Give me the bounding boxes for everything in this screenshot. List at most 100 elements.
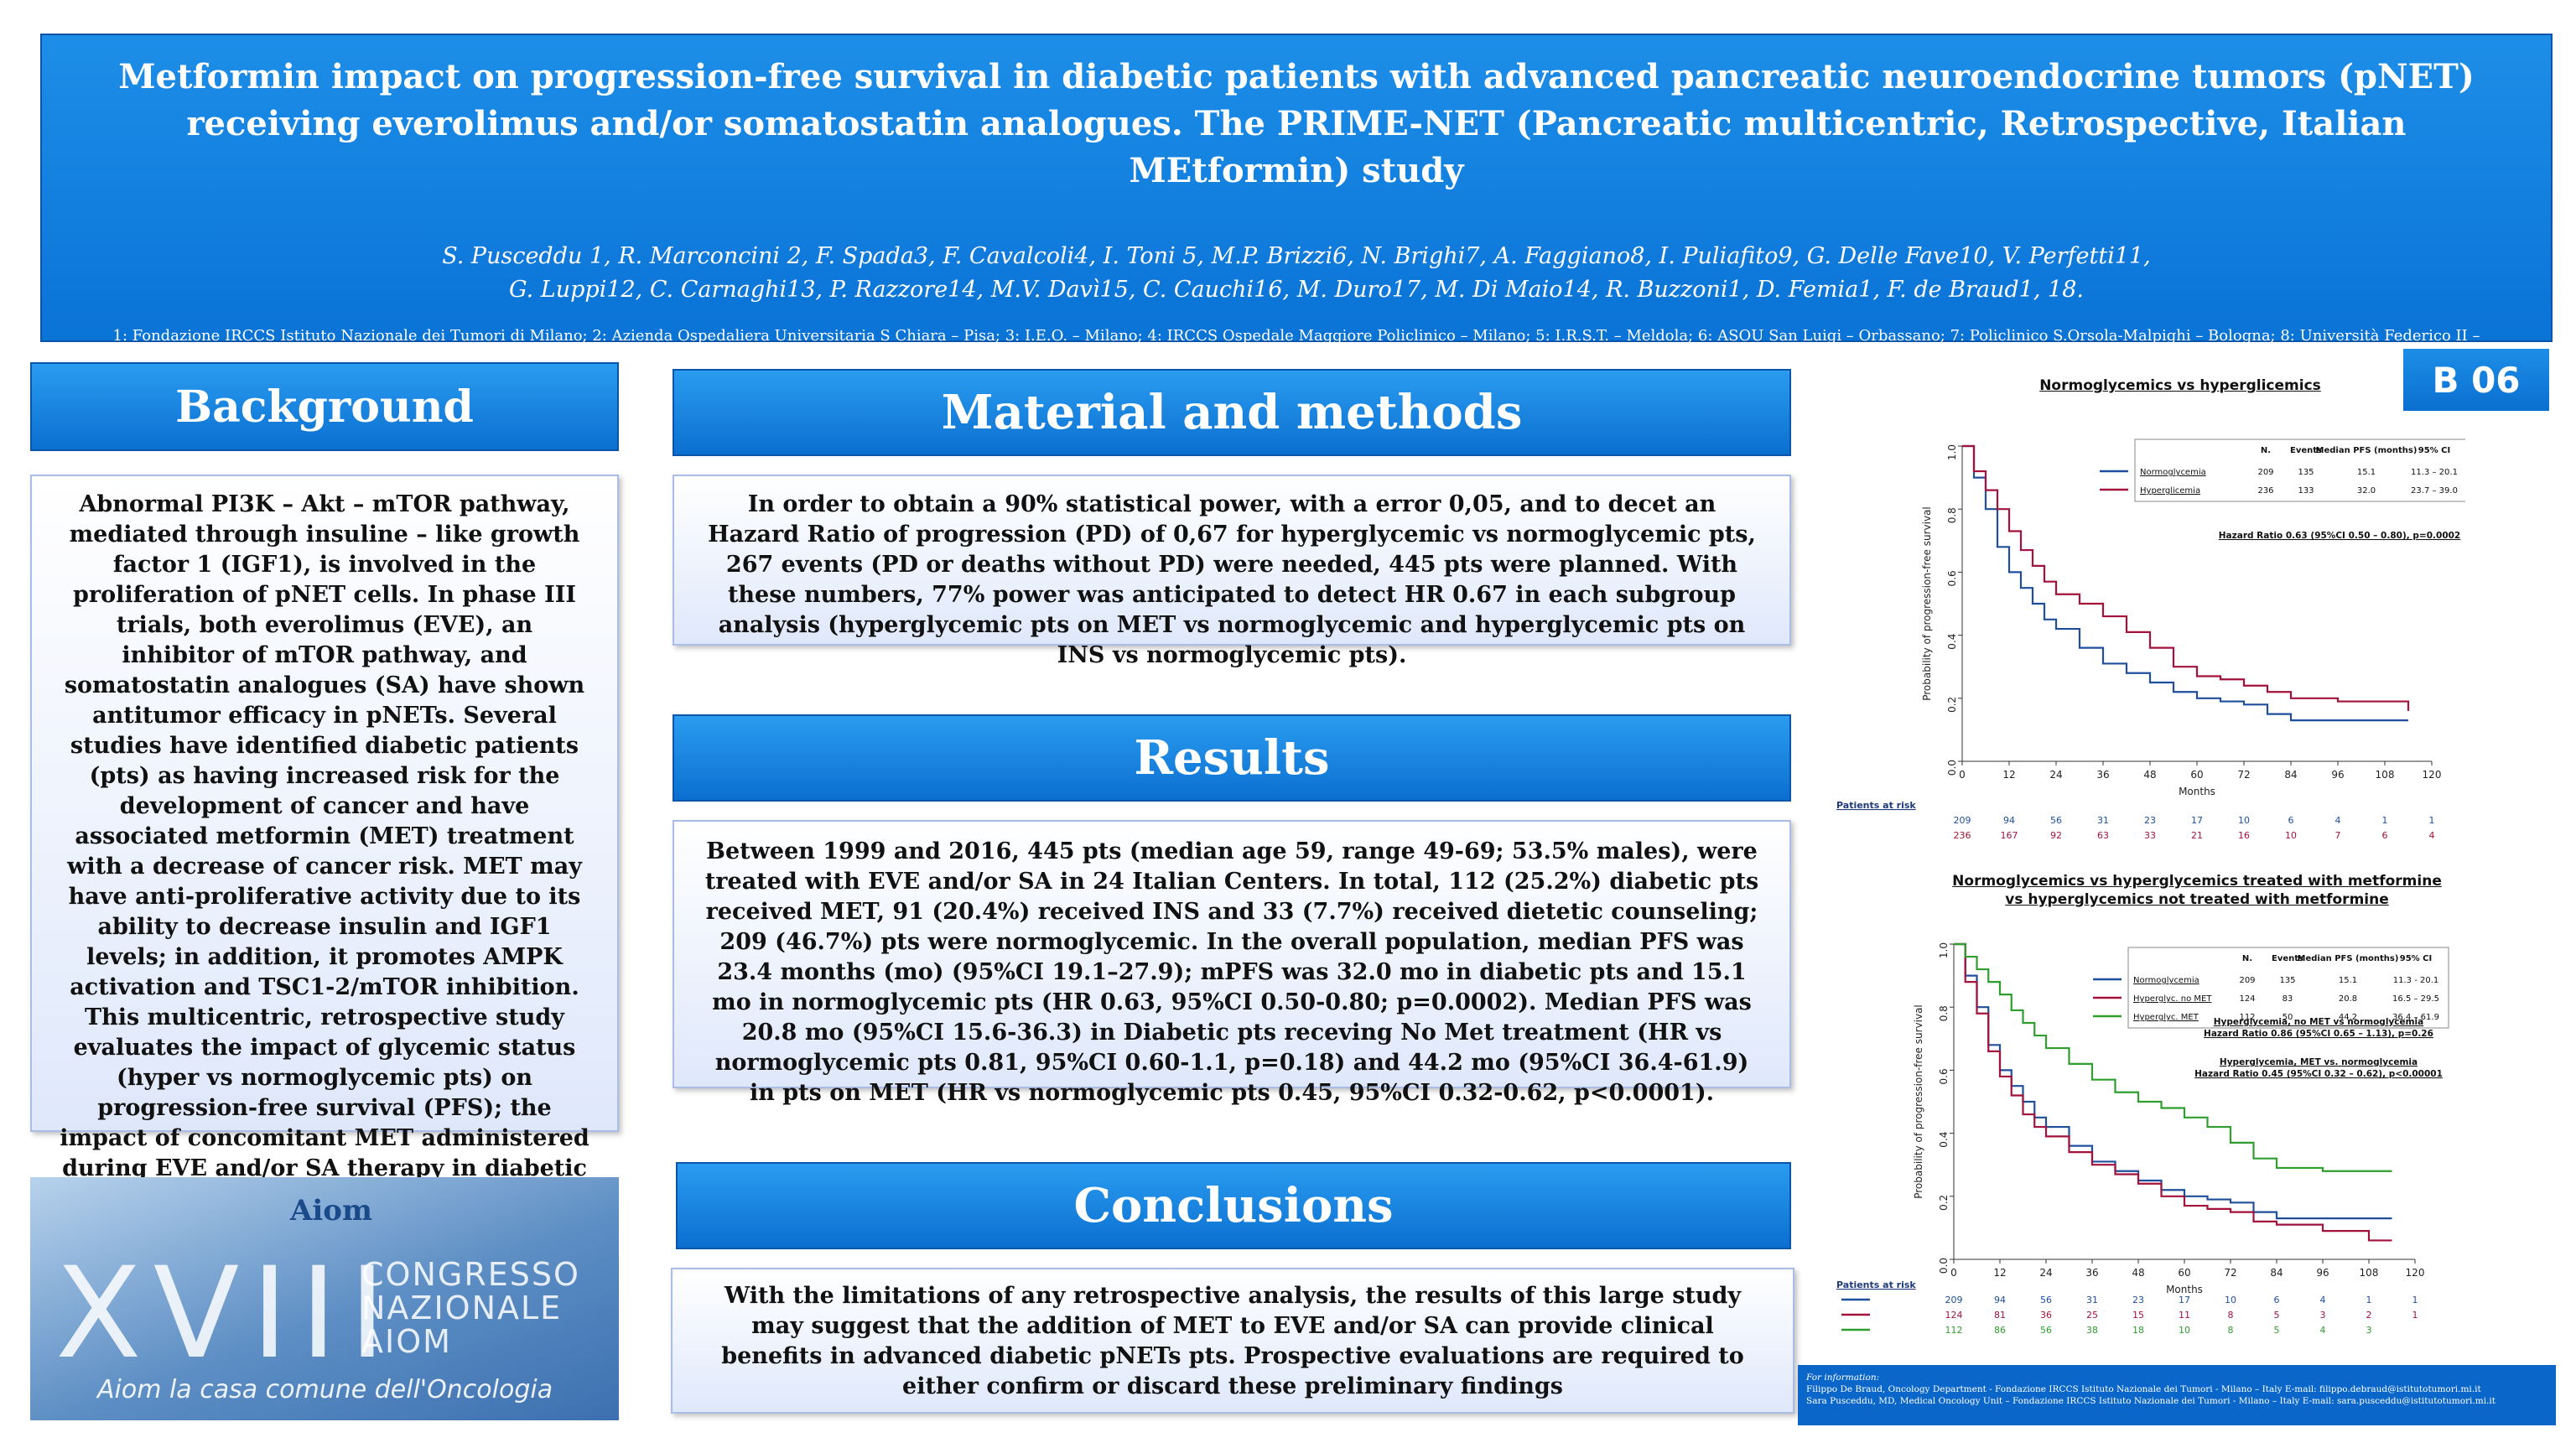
methods-heading: Material and methods [673,369,1791,456]
y-tick-label: 0.8 [1946,507,1958,523]
y-tick-label: 0.2 [1946,697,1958,713]
y-tick-label: 1.0 [1946,444,1958,460]
risk-count: 31 [2086,1295,2098,1305]
risk-count: 38 [2086,1325,2098,1336]
x-tick-label: 108 [2360,1267,2379,1279]
risk-count: 112 [1945,1325,1963,1336]
congress-line-3: AIOM [361,1323,452,1360]
table-cell: 16.5 – 29.5 [2392,994,2439,1004]
risk-count: 15 [2132,1310,2144,1321]
risk-count: 56 [2040,1295,2052,1305]
poster-title: Metformin impact on progression-free sur… [42,54,2551,195]
background-heading: Background [30,362,619,451]
risk-count: 2 [2366,1310,2372,1321]
x-tick-label: 12 [1993,1267,2006,1279]
risk-count: 10 [2285,830,2297,841]
risk-count: 8 [2228,1310,2234,1321]
risk-count: 23 [2144,815,2156,826]
chart2-title-line-1: Normoglycemics vs hyperglycemics treated… [1952,873,2442,890]
congress-line-2: NAZIONALE [361,1290,563,1326]
risk-count: 6 [2382,830,2388,841]
x-tick-label: 0 [1959,769,1966,781]
risk-count: 4 [2320,1295,2326,1305]
x-tick-label: 84 [2270,1267,2283,1279]
risk-count: 1 [2366,1295,2372,1305]
x-tick-label: 48 [2143,769,2156,781]
table-header: N. [2261,446,2271,455]
risk-count: 81 [1994,1310,2006,1321]
risk-count: 7 [2335,830,2341,841]
results-text: Between 1999 and 2016, 445 pts (median a… [673,820,1791,1106]
conclusions-text: With the limitations of any retrospectiv… [671,1268,1794,1414]
risk-count: 17 [2179,1295,2190,1305]
risk-count: 4 [2429,830,2435,841]
risk-count: 1 [2412,1310,2418,1321]
risk-count: 21 [2191,830,2203,841]
y-axis-label: Probability of progression-free survival [1913,1004,1924,1199]
table-cell: 135 [2298,468,2314,477]
y-axis-label: Probability of progression-free survival [1921,506,1933,701]
risk-count: 209 [1945,1295,1963,1305]
x-axis-label: Months [2179,786,2215,797]
km-curve-2 [1954,942,2392,1242]
risk-count: 6 [2288,815,2294,826]
risk-count: 25 [2086,1310,2098,1321]
table-cell: Normoglycemia [2133,976,2199,985]
table-cell: 32.0 [2357,486,2376,496]
y-tick-label: 0.0 [1938,1258,1950,1274]
y-tick-label: 0.8 [1938,1005,1950,1021]
table-cell: 15.1 [2339,976,2357,985]
x-tick-label: 0 [1950,1267,1957,1279]
authors-line-2: G. Luppi12, C. Carnaghi13, P. Razzore14,… [509,277,2084,303]
risk-label: Patients at risk [1836,800,1916,811]
x-tick-label: 48 [2132,1267,2144,1279]
risk-count: 11 [2179,1310,2190,1321]
congress-logo: Aiom XVIII CONGRESSO NAZIONALE AIOM Aiom… [30,1177,619,1420]
risk-count: 1 [2429,815,2435,826]
km-curve-1 [1962,444,2408,722]
results-heading: Results [673,714,1791,802]
methods-text: In order to obtain a 90% statistical pow… [673,475,1791,668]
x-tick-label: 36 [2096,769,2109,781]
risk-count: 94 [1994,1295,2006,1305]
risk-count: 4 [2335,815,2341,826]
risk-count: 63 [2097,830,2109,841]
poster-badge: B 06 [2403,349,2549,411]
chart-annotation: Hyperglycemia, MET vs. normoglycemia [2220,1057,2418,1067]
authors: S. Pusceddu 1, R. Marconcini 2, F. Spada… [42,240,2551,307]
y-tick-label: 0.2 [1938,1195,1950,1211]
risk-count: 23 [2132,1295,2144,1305]
x-tick-label: 72 [2224,1267,2236,1279]
conclusions-heading: Conclusions [676,1162,1791,1249]
x-axis-label: Months [2166,1284,2203,1295]
risk-count: 5 [2274,1325,2280,1336]
x-tick-label: 120 [2406,1267,2425,1279]
authors-line-1: S. Pusceddu 1, R. Marconcini 2, F. Spada… [442,243,2151,269]
risk-count: 17 [2191,815,2203,826]
table-cell: 36.4 – 61.9 [2392,1013,2439,1022]
table-header: N. [2242,954,2252,963]
chart-annotation: Hazard Ratio 0.63 (95%CI 0.50 – 0.80), p… [2219,531,2461,541]
chart-annotation: Hazard Ratio 0.45 (95%CI 0.32 – 0.62), p… [2194,1069,2443,1079]
x-tick-label: 84 [2284,769,2297,781]
risk-count: 6 [2274,1295,2280,1305]
y-tick-label: 0.4 [1938,1132,1950,1148]
table-cell: 209 [2257,468,2273,477]
table-cell: Hyperglicemia [2140,486,2200,496]
congress-line-1: CONGRESSO [361,1256,580,1293]
risk-count: 92 [2050,830,2062,841]
risk-count: 31 [2097,815,2109,826]
risk-count: 1 [2412,1295,2418,1305]
risk-label: Patients at risk [1836,1279,1916,1290]
table-cell: 23.7 – 39.0 [2411,486,2458,496]
table-cell: Normoglycemia [2140,468,2206,477]
congress-numeral: XVIII [55,1241,398,1387]
y-tick-label: 0.6 [1938,1068,1950,1084]
x-tick-label: 96 [2316,1267,2329,1279]
x-tick-label: 108 [2376,769,2395,781]
title-line-1: Metformin impact on progression-free sur… [118,57,2475,96]
chart2-title: Normoglycemics vs hyperglycemics treated… [1903,872,2490,909]
table-cell: 236 [2257,486,2273,496]
table-cell: Hyperglyc. no MET [2133,994,2212,1004]
table-cell: 15.1 [2357,468,2376,477]
